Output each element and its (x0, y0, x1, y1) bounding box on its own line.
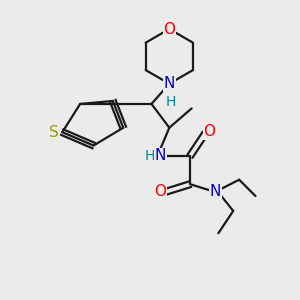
Text: O: O (154, 184, 166, 199)
Text: O: O (163, 22, 175, 37)
Text: O: O (203, 124, 215, 139)
Text: H: H (166, 95, 176, 110)
Text: N: N (210, 184, 221, 199)
Text: N: N (164, 76, 175, 91)
Text: S: S (49, 125, 58, 140)
Text: H: H (145, 149, 155, 163)
Text: N: N (155, 148, 166, 164)
